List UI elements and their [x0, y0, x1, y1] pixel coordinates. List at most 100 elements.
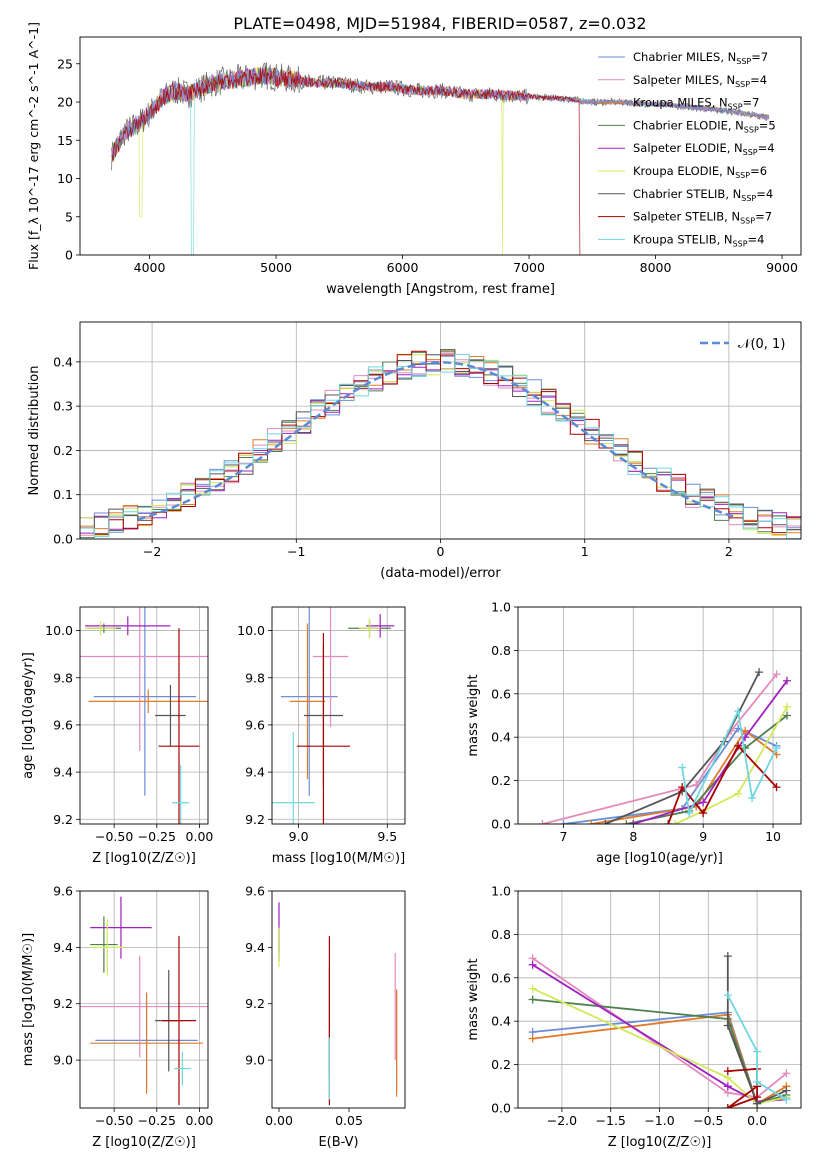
mass-weight-marker — [671, 820, 680, 824]
grid-lines — [80, 890, 208, 1108]
y-tick-label: 0.2 — [491, 1057, 511, 1072]
grid-lines — [272, 607, 405, 824]
y-tick-label: 9.2 — [53, 812, 73, 827]
x-tick-label: 0.00 — [186, 829, 214, 844]
y-axis-label: Flux [f_λ 10^-17 erg cm^-2 s^-1 A^-1] — [26, 22, 41, 270]
y-axis-label: mass weight — [466, 674, 481, 756]
panel-mass_vs_Z: −0.50 −0.25 0.00 9.0 9.2 9.4 9.6 Z [log10(Z/Z☉)… — [21, 884, 213, 1151]
mass-weight-marker — [734, 789, 743, 798]
legend-subscript: SSP — [735, 171, 750, 180]
y-tick-label: 10.0 — [45, 623, 73, 638]
y-tick-label: 0.0 — [491, 817, 511, 832]
y-tick-label: 9.6 — [53, 717, 73, 732]
legend-nssp: =4 — [756, 187, 773, 201]
y-axis-label: mass [log10(M/M☉)] — [21, 933, 36, 1066]
x-tick-label: −1 — [287, 544, 305, 559]
mass-weight-marker — [559, 820, 568, 824]
y-tick-label: 0.4 — [491, 730, 511, 745]
x-axis-label: mass [log10(M/M☉)] — [272, 851, 405, 866]
x-tick-label: 8 — [629, 829, 637, 844]
y-axis-label: age [log10(age/yr)] — [21, 652, 36, 779]
mass-weight-marker — [783, 676, 792, 685]
x-axis-label: Z [log10(Z/Z☉)] — [92, 1135, 196, 1150]
grid-lines — [518, 606, 801, 825]
y-tick-label: 0.8 — [491, 643, 511, 658]
mass-weight-marker — [734, 707, 743, 716]
x-tick-label: 10 — [765, 829, 781, 844]
spectrum-line — [111, 67, 769, 255]
mass-weight-marker — [723, 1067, 732, 1076]
legend-nssp: =5 — [759, 118, 776, 132]
y-tick-label: 9.8 — [245, 670, 265, 685]
mass-weight-marker — [783, 702, 792, 711]
grid-lines — [518, 890, 801, 1109]
mass-weight-marker — [601, 820, 610, 824]
y-tick-label: 9.4 — [245, 940, 265, 955]
x-tick-label: −2 — [143, 544, 161, 559]
panel-mass_weight_vs_Z: −2.0 −1.5 −1.0 −0.5 0.0 0.0 0.2 0.4 0.6 0.8 1.0 Z [… — [466, 884, 802, 1150]
legend-label: 𝒩(0, 1) — [738, 337, 785, 352]
y-tick-label: 9.4 — [53, 765, 73, 780]
mass-weight-marker — [629, 820, 638, 824]
normal-curve — [137, 361, 737, 521]
x-tick-label: −1.5 — [596, 1113, 626, 1128]
legend-label: Kroupa STELIB, NSSP=4 — [633, 232, 764, 248]
histogram-step — [80, 349, 801, 531]
x-tick-label: 6000 — [387, 260, 419, 275]
panel-residuals: −2 −1 0 1 2 0.0 0.1 0.2 0.3 0.4 (data-model)/error… — [27, 321, 802, 581]
legend-name: Kroupa MILES, N — [633, 96, 728, 110]
legend-name: Salpeter STELIB, N — [633, 210, 740, 224]
histogram-step — [80, 350, 801, 535]
x-axis-label: E(B-V) — [318, 1135, 358, 1150]
legend-subscript: SSP — [736, 57, 751, 66]
mass-weight-marker — [678, 763, 687, 772]
panel-age_vs_mass: 9.0 9.5 9.2 9.4 9.6 9.8 10.0 mass [log10(M/M☉)] — [237, 606, 406, 866]
x-axis-label: age [log10(age/yr)] — [596, 851, 723, 866]
x-tick-label: 9 — [699, 829, 707, 844]
x-tick-label: 5000 — [260, 260, 292, 275]
mass-weight-marker — [664, 820, 673, 824]
mass-weight-marker — [723, 1104, 732, 1108]
plot-area — [80, 349, 801, 539]
x-tick-label: 0.0 — [747, 1113, 767, 1128]
legend-subscript: SSP — [741, 194, 756, 203]
y-tick-label: 0.2 — [53, 443, 73, 458]
plot-area — [278, 902, 398, 1106]
mass-weight-marker — [685, 809, 694, 818]
panel-age_vs_Z: −0.50 −0.25 0.00 9.2 9.4 9.6 9.8 10.0 Z [log10(Z… — [21, 606, 214, 866]
y-tick-label: 1.0 — [491, 600, 511, 615]
legend-nssp: =6 — [750, 164, 767, 178]
panel-spectrum: 4000 5000 6000 7000 8000 9000 0 5 10 15 20 25 wavele… — [26, 22, 802, 297]
axes-frame — [271, 890, 406, 1109]
legend-subscript: SSP — [743, 148, 758, 157]
y-tick-label: 9.4 — [53, 940, 73, 955]
axes-frame — [79, 890, 209, 1109]
legend-name: Chabrier STELIB, N — [633, 187, 741, 201]
y-tick-label: 9.4 — [245, 765, 265, 780]
mass-weight-marker — [723, 1021, 732, 1030]
legend-name: Chabrier MILES, N — [633, 50, 736, 64]
panel-mass_vs_EBV: 0.00 0.05 9.0 9.2 9.4 9.6 E(B-V) — [245, 884, 406, 1150]
y-tick-label: 9.2 — [245, 812, 265, 827]
legend-name: Kroupa ELODIE, N — [633, 164, 735, 178]
mass-weight-marker — [782, 1095, 791, 1104]
y-tick-label: 0 — [65, 248, 73, 263]
x-tick-label: 0 — [437, 544, 445, 559]
mass-weight-marker — [772, 670, 781, 679]
mass-weight-marker — [723, 1082, 732, 1091]
legend-nssp: =7 — [755, 210, 772, 224]
x-tick-label: −0.50 — [95, 1113, 133, 1128]
y-tick-label: 0.8 — [491, 927, 511, 942]
y-tick-label: 9.8 — [53, 670, 73, 685]
x-tick-label: −0.25 — [138, 829, 176, 844]
mass-weight-marker — [723, 952, 732, 961]
legend-nssp: =7 — [751, 50, 768, 64]
legend-nssp: =7 — [743, 96, 760, 110]
legend-subscript: SSP — [740, 217, 755, 226]
x-axis-label: Z [log10(Z/Z☉)] — [92, 851, 196, 866]
x-tick-label: 0.05 — [335, 1113, 363, 1128]
x-tick-label: −1.0 — [644, 1113, 674, 1128]
x-tick-label: −0.25 — [138, 1113, 176, 1128]
x-tick-label: 2 — [725, 544, 733, 559]
x-tick-label: 4000 — [134, 260, 166, 275]
